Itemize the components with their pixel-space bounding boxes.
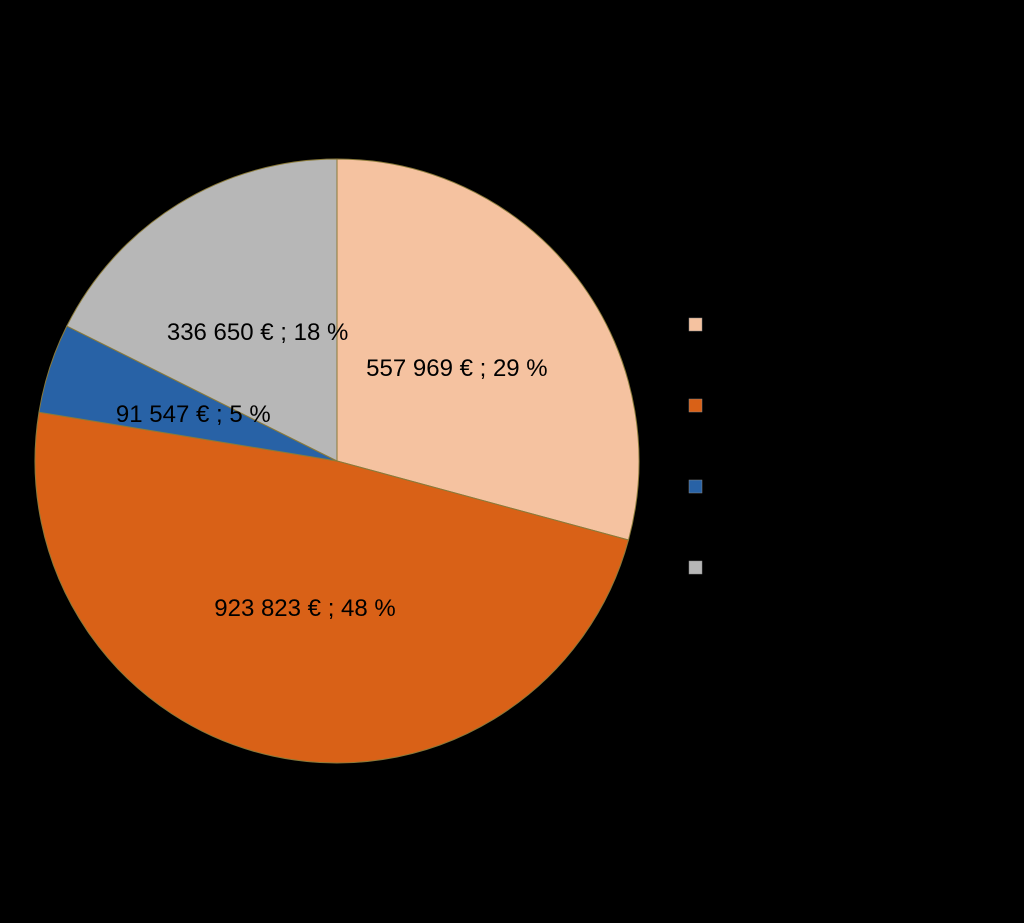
data-label: 923 823 € ; 48 % [214,594,396,622]
pie-slice [34,411,630,764]
pie-slice [336,158,640,541]
data-label: 91 547 € ; 5 % [115,400,271,428]
legend-marker [688,479,703,494]
legend-marker [688,317,703,332]
legend-marker [688,398,703,413]
legend-marker [688,560,703,575]
data-label: 336 650 € ; 18 % [166,318,349,346]
pie-slice [66,158,338,462]
data-label: 557 969 € ; 29 % [366,355,548,383]
